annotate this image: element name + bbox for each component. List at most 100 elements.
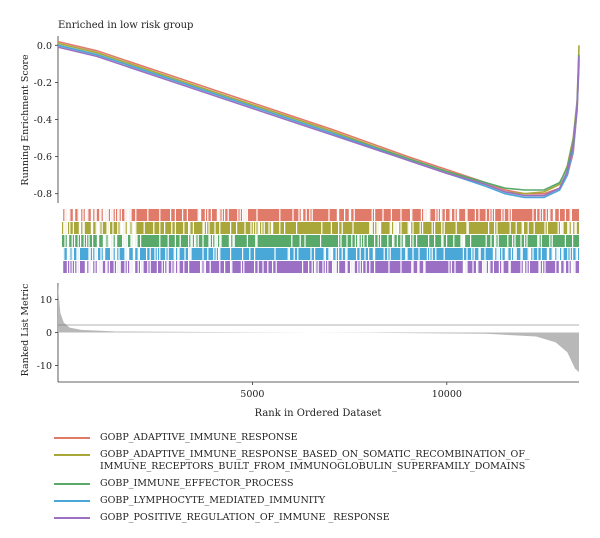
hit-gap [66,261,68,273]
hit-gap [332,261,334,273]
hit-gap [526,235,528,247]
hit-gap [324,248,326,260]
hit-gap [122,222,124,234]
hit-gap [494,222,496,234]
hit-gap [501,261,503,273]
hit-gap [101,222,103,234]
hit-gap [214,235,216,247]
hit-gap [134,235,136,247]
hit-gap [174,235,176,247]
es-line [57,40,580,195]
hit-gap [137,261,139,273]
hit-gap [119,222,121,234]
legend-item: GOBP_ADAPTIVE_IMMUNE_RESPONSE [54,432,594,444]
hit-gap [66,222,68,234]
hit-gap [564,209,566,221]
x-tick-label: 10000 [432,389,462,400]
hit-gap [443,222,445,234]
hit-gap [189,222,191,234]
hit-gap [147,261,149,273]
hit-gap [72,248,74,260]
hit-gap [107,209,109,221]
hit-gap [562,222,564,234]
hit-gap [161,261,163,273]
hit-gap [77,209,79,221]
hit-gap [128,209,130,221]
hit-gap [68,209,70,221]
hit-gap [537,235,539,247]
hit-gap [208,235,210,247]
hit-gap [118,261,120,273]
hit-gap [495,235,497,247]
bottom-y-tick-label: -10 [37,361,52,372]
hit-gap [536,209,538,221]
hit-row-2 [62,222,579,234]
hit-gap [412,222,414,234]
hit-gap [102,248,104,260]
hit-gap [112,209,114,221]
hit-gap [296,222,298,234]
hit-gap [443,248,445,260]
hit-gap [66,209,68,221]
hit-gap [117,222,119,234]
hit-gap [485,235,487,247]
hit-gap [230,235,232,247]
hit-gap [450,209,452,221]
hit-gap [338,248,340,260]
hit-gap [540,248,542,260]
hit-gap [183,222,185,234]
hit-gap [245,209,247,221]
hit-gap [255,235,257,247]
hit-gap [92,209,94,221]
hit-gap [417,261,419,273]
hit-gap [407,222,409,234]
hit-gap [496,222,498,234]
bottom-y-axis-label: Ranked List Metric [20,284,31,377]
hit-gap [429,248,431,260]
hit-gap [467,222,469,234]
hit-gap [521,222,523,234]
hit-gap [483,261,485,273]
hit-gap [368,248,370,260]
hit-gap [89,248,91,260]
hit-gap [190,248,192,260]
hit-gap [62,261,64,273]
hit-gap [174,209,176,221]
hit-gap [574,261,576,273]
hit-gap [154,248,156,260]
hit-gap [207,248,209,260]
hit-gap [398,222,400,234]
hit-gap [346,261,348,273]
hit-gap [352,261,354,273]
hit-gap [410,209,412,221]
hit-gap [202,248,204,260]
hit-gap [129,261,131,273]
hit-gap [308,261,310,273]
hit-gap [494,209,496,221]
hit-gap [560,222,562,234]
hit-gap [129,222,131,234]
hit-gap [363,235,365,247]
hit-gap [134,222,136,234]
hit-gap [219,222,221,234]
hit-gap [262,261,264,273]
hit-gap [510,248,512,260]
hit-gap [219,248,221,260]
hit-gap [174,261,176,273]
hit-gap [292,209,294,221]
hit-gap [532,209,534,221]
hit-gap [177,261,179,273]
hit-gap [268,222,270,234]
hit-gap [138,248,140,260]
hit-gap [69,248,71,260]
hit-gap [345,248,347,260]
hit-gap [388,261,390,273]
hit-gap [492,248,494,260]
hit-gap [328,209,330,221]
hit-gap [494,248,496,260]
hit-gap [108,222,110,234]
hit-gap [370,222,372,234]
hit-gap [104,248,106,260]
hit-gap [494,235,496,247]
hit-gap [74,235,76,247]
